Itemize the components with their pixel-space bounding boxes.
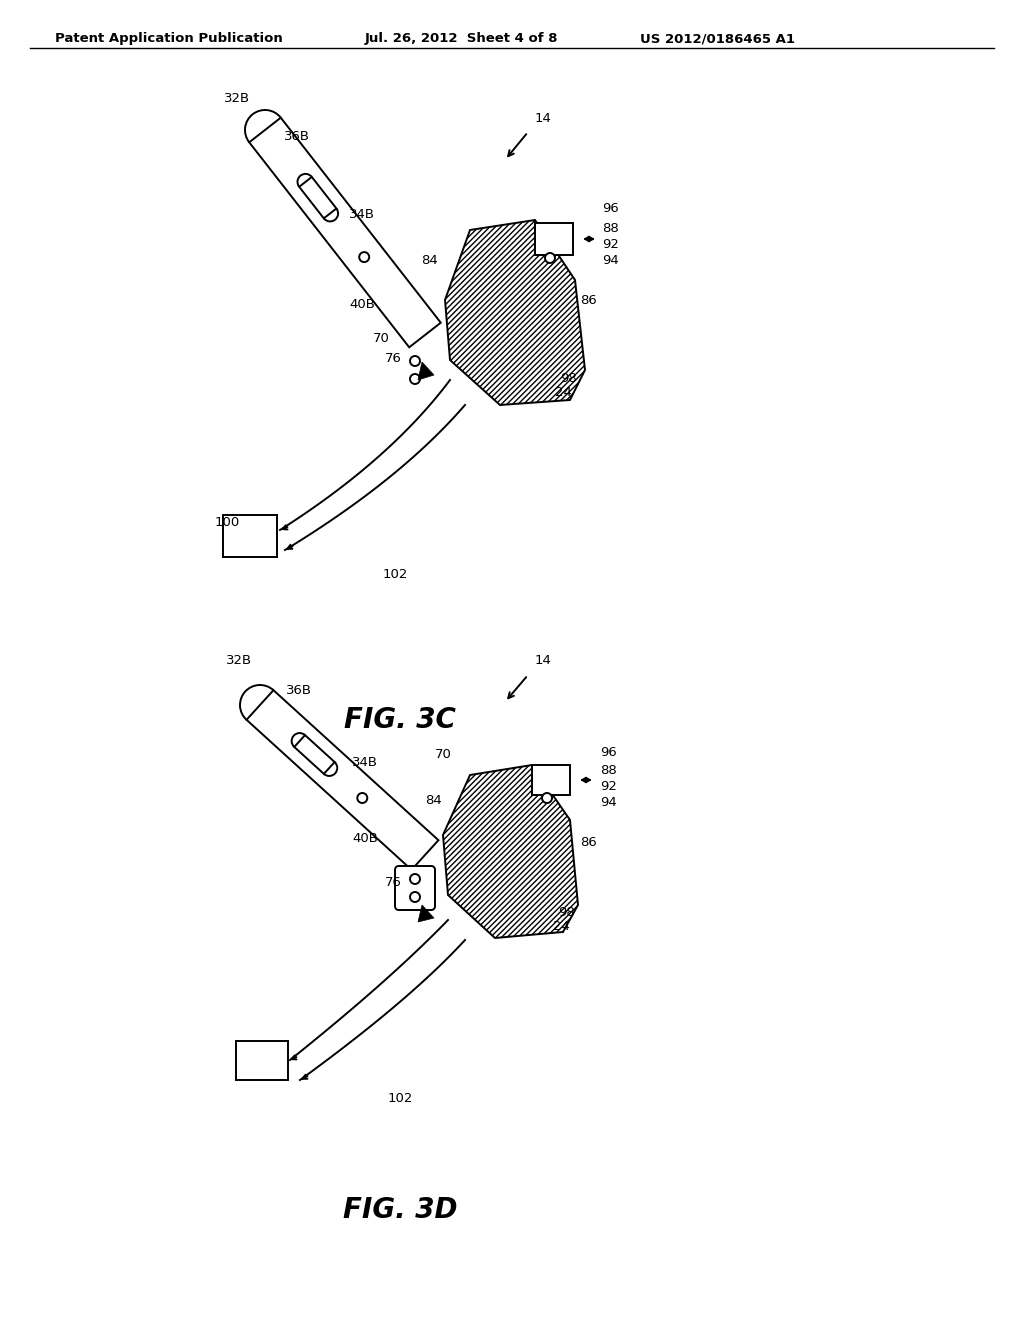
Circle shape xyxy=(545,253,555,263)
FancyBboxPatch shape xyxy=(535,223,573,255)
Text: 34B: 34B xyxy=(349,209,375,222)
Text: 84: 84 xyxy=(425,793,442,807)
Text: 70: 70 xyxy=(373,331,390,345)
Polygon shape xyxy=(445,220,585,405)
Text: 40B: 40B xyxy=(349,298,375,312)
Text: Patent Application Publication: Patent Application Publication xyxy=(55,32,283,45)
Circle shape xyxy=(410,374,420,384)
Text: 14: 14 xyxy=(535,653,552,667)
Text: 34B: 34B xyxy=(352,755,378,768)
Text: 40B: 40B xyxy=(352,832,378,845)
Text: 32B: 32B xyxy=(226,653,252,667)
FancyBboxPatch shape xyxy=(395,866,435,909)
Text: 88: 88 xyxy=(602,222,618,235)
Polygon shape xyxy=(443,766,578,939)
Text: 86: 86 xyxy=(580,293,597,306)
Polygon shape xyxy=(249,117,440,347)
Text: FIG. 3C: FIG. 3C xyxy=(344,706,456,734)
Circle shape xyxy=(410,874,420,884)
Text: 94: 94 xyxy=(600,796,616,808)
Circle shape xyxy=(357,793,368,803)
Circle shape xyxy=(410,356,420,366)
Text: 24: 24 xyxy=(555,387,571,400)
FancyBboxPatch shape xyxy=(532,766,570,795)
Text: 24: 24 xyxy=(553,920,570,932)
Text: 102: 102 xyxy=(382,569,408,582)
Text: FIG. 3D: FIG. 3D xyxy=(343,1196,458,1224)
Text: 32B: 32B xyxy=(224,91,250,104)
FancyBboxPatch shape xyxy=(236,1041,288,1080)
Circle shape xyxy=(542,793,552,803)
Text: 84: 84 xyxy=(421,253,438,267)
Text: 70: 70 xyxy=(435,748,452,762)
Text: 96: 96 xyxy=(602,202,618,214)
Text: 86: 86 xyxy=(580,836,597,849)
FancyBboxPatch shape xyxy=(223,515,278,557)
Text: 102: 102 xyxy=(387,1092,413,1105)
Text: 36B: 36B xyxy=(284,129,310,143)
Polygon shape xyxy=(418,906,434,921)
Polygon shape xyxy=(247,690,438,870)
Text: 96: 96 xyxy=(600,746,616,759)
Text: 92: 92 xyxy=(602,239,618,252)
Text: 88: 88 xyxy=(600,763,616,776)
Text: 94: 94 xyxy=(602,253,618,267)
Text: 14: 14 xyxy=(535,111,552,124)
Text: 92: 92 xyxy=(600,780,616,793)
Text: 76: 76 xyxy=(385,351,402,364)
Circle shape xyxy=(410,892,420,902)
Text: 98: 98 xyxy=(560,371,577,384)
Text: Jul. 26, 2012  Sheet 4 of 8: Jul. 26, 2012 Sheet 4 of 8 xyxy=(365,32,558,45)
Polygon shape xyxy=(294,735,335,774)
Text: 76: 76 xyxy=(385,875,402,888)
Text: US 2012/0186465 A1: US 2012/0186465 A1 xyxy=(640,32,795,45)
Polygon shape xyxy=(418,362,434,380)
Polygon shape xyxy=(299,177,337,218)
Text: 36B: 36B xyxy=(286,684,312,697)
Text: 98: 98 xyxy=(558,906,574,919)
Text: 100: 100 xyxy=(215,516,241,528)
Circle shape xyxy=(359,252,370,263)
